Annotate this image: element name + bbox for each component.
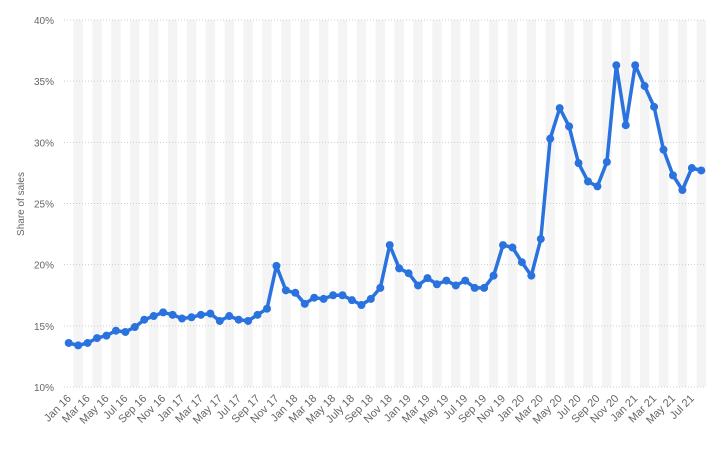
point (121, 327, 130, 336)
point (640, 82, 649, 91)
point (74, 341, 83, 350)
point (687, 164, 696, 173)
band-stripe (696, 20, 706, 387)
point (650, 102, 659, 111)
point (291, 288, 300, 297)
point (319, 294, 328, 303)
point (583, 177, 592, 186)
point (329, 291, 338, 300)
point (602, 157, 611, 166)
point (470, 283, 479, 292)
band-stripe (564, 20, 574, 387)
band-stripe (451, 20, 461, 387)
point (196, 310, 205, 319)
point (678, 186, 687, 195)
band-stripe (205, 20, 216, 387)
point (612, 61, 621, 70)
point (64, 338, 73, 347)
band-stripe (583, 20, 593, 387)
point (461, 276, 470, 285)
point (489, 271, 498, 280)
point (414, 281, 423, 290)
point (527, 271, 536, 280)
point (149, 312, 158, 321)
point (631, 61, 640, 70)
band-stripe (73, 20, 83, 387)
point (206, 309, 215, 318)
band-stripe (281, 20, 291, 387)
point (300, 299, 309, 308)
point (225, 312, 234, 321)
point (187, 313, 196, 322)
point (555, 104, 564, 113)
point (338, 291, 347, 300)
point (281, 286, 290, 295)
point (178, 314, 187, 323)
point (432, 280, 441, 289)
y-tick-label: 30% (34, 138, 54, 149)
band-stripe (148, 20, 159, 387)
point (140, 315, 149, 324)
point (262, 304, 271, 313)
point (508, 243, 517, 252)
point (366, 294, 375, 303)
y-tick-label: 35% (34, 77, 54, 88)
point (215, 316, 224, 325)
y-tick-label: 20% (34, 261, 54, 272)
point (593, 182, 602, 191)
point (83, 338, 92, 347)
y-axis-label: Share of sales (16, 172, 27, 236)
band-stripe (318, 20, 329, 387)
point (574, 159, 583, 168)
point (395, 264, 404, 273)
point (130, 323, 139, 332)
point (253, 310, 262, 319)
point (159, 308, 168, 317)
point (499, 241, 508, 250)
point (347, 296, 356, 305)
band-stripe (469, 20, 480, 387)
point (234, 315, 243, 324)
point (93, 334, 102, 343)
band-stripe (130, 20, 140, 387)
point (565, 122, 574, 131)
y-tick-label: 40% (34, 16, 54, 27)
point (385, 241, 394, 250)
point (423, 274, 432, 283)
point (376, 283, 385, 292)
y-tick-label: 10% (34, 383, 54, 394)
y-tick-label: 25% (34, 200, 54, 211)
band-stripe (526, 20, 537, 387)
point (272, 261, 281, 270)
band-stripe (507, 20, 518, 387)
point (659, 145, 668, 154)
point (480, 283, 489, 292)
point (404, 269, 413, 278)
band-stripe (375, 20, 385, 387)
band-stripe (658, 20, 669, 387)
y-tick-label: 15% (34, 322, 54, 333)
point (697, 166, 706, 175)
point (357, 301, 366, 310)
band-stripe (337, 20, 348, 387)
point (244, 316, 253, 325)
point (310, 293, 319, 302)
point (668, 171, 677, 180)
band-stripe (394, 20, 404, 387)
point (168, 310, 177, 319)
band-stripe (186, 20, 197, 387)
point (111, 326, 120, 335)
band-stripe (639, 20, 650, 387)
point (536, 234, 545, 243)
band-stripe (602, 20, 612, 387)
point (621, 121, 630, 130)
point (546, 134, 555, 143)
point (517, 258, 526, 267)
band-stripe (262, 20, 272, 387)
band-stripe (243, 20, 253, 387)
point (102, 331, 111, 340)
point (451, 281, 460, 290)
point (442, 276, 451, 285)
